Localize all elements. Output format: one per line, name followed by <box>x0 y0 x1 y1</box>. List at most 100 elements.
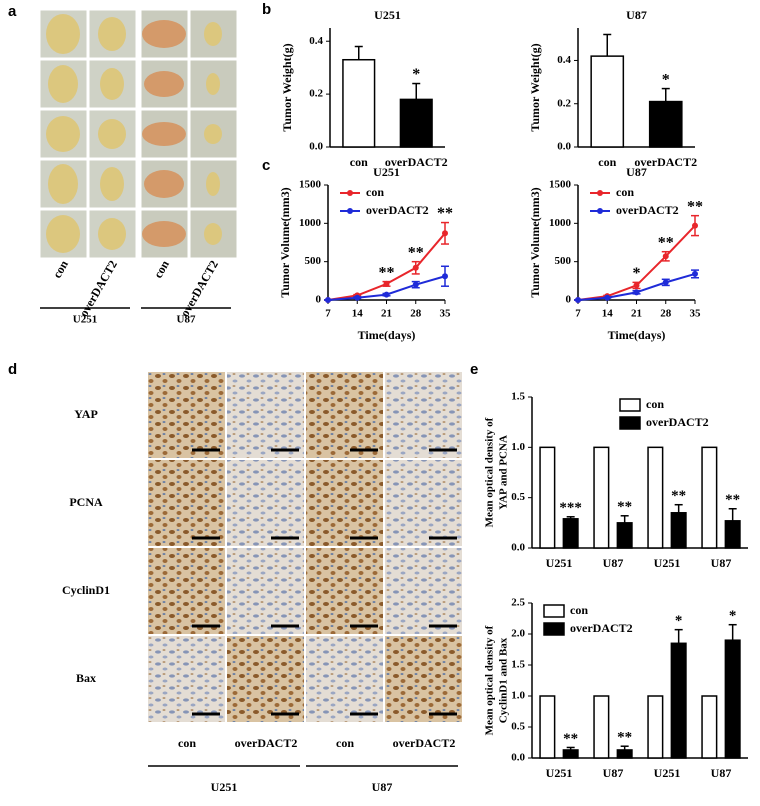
ihc-column-label: con <box>178 736 196 750</box>
ihc-image <box>306 460 383 546</box>
significance: ** <box>437 205 453 222</box>
tumor <box>100 68 124 100</box>
y-axis-label: Mean optical density of <box>484 417 496 527</box>
chart-title: U87 <box>626 8 647 22</box>
x-tick-label: 35 <box>690 308 702 320</box>
point <box>575 297 581 303</box>
photo-cell <box>189 59 238 109</box>
ihc-image <box>306 372 383 458</box>
x-tick-label: 14 <box>352 308 364 320</box>
significance: ** <box>617 499 632 515</box>
ihc-grid <box>148 372 462 722</box>
x-tick-label: con <box>598 155 616 169</box>
significance: ** <box>563 731 578 747</box>
x-tick-label: U87 <box>603 766 624 780</box>
point <box>325 297 331 303</box>
bar <box>539 695 556 759</box>
point <box>604 294 611 301</box>
legend-swatch <box>543 622 565 636</box>
x-tick-label: con <box>350 155 368 169</box>
tumor <box>46 14 80 54</box>
ihc-image <box>227 548 304 634</box>
panel-label: a <box>8 3 17 20</box>
bar <box>701 695 718 759</box>
bar <box>590 55 625 148</box>
bar <box>647 695 664 759</box>
y-axis-label: YAP and PCNA <box>498 435 510 510</box>
legend-label: overDACT2 <box>366 203 429 217</box>
x-tick-label: U87 <box>711 556 732 570</box>
y-tick-label: 0.5 <box>511 491 525 503</box>
y-tick-label: 0.4 <box>557 54 571 66</box>
bar <box>593 695 610 759</box>
y-tick-label: 0.0 <box>511 752 525 764</box>
bar <box>648 100 683 148</box>
ihc-image <box>148 460 225 546</box>
y-tick-label: 0.0 <box>557 141 571 153</box>
y-tick-label: 0.0 <box>309 141 323 153</box>
y-tick-label: 1.5 <box>511 391 525 403</box>
bar <box>647 446 664 549</box>
ihc-row-label: YAP <box>74 407 98 421</box>
ihc-group-label: U251 <box>211 780 238 794</box>
x-tick-label: U87 <box>603 556 624 570</box>
y-tick-label: 1000 <box>549 217 572 229</box>
point <box>662 253 669 260</box>
tumor <box>204 124 222 144</box>
bar <box>616 522 633 549</box>
y-axis-label: Tumor Volume(mm3) <box>528 187 542 297</box>
significance: ** <box>379 264 395 281</box>
ihc-image <box>227 636 304 722</box>
legend-label: overDACT2 <box>646 415 709 429</box>
photo-column-label: con <box>50 258 71 281</box>
bar <box>616 749 633 759</box>
significance: * <box>675 613 683 629</box>
bar <box>724 639 741 759</box>
legend-label: con <box>570 603 588 617</box>
tumor <box>98 17 126 51</box>
bar <box>399 98 433 148</box>
bar <box>670 512 687 549</box>
tumor <box>206 172 220 196</box>
tumor <box>48 164 78 204</box>
x-tick-label: 35 <box>440 308 452 320</box>
ihc-image <box>306 636 383 722</box>
bar <box>562 518 579 549</box>
y-tick-label: 2.5 <box>511 597 525 609</box>
tumor <box>100 167 124 201</box>
significance: * <box>633 265 641 282</box>
x-tick-label: 7 <box>575 308 581 320</box>
chart-title: U87 <box>626 165 647 179</box>
ihc-image <box>385 372 462 458</box>
ihc-group-label: U87 <box>372 780 393 794</box>
ihc-image <box>385 636 462 722</box>
significance: *** <box>559 500 582 516</box>
y-tick-label: 0.4 <box>309 35 323 47</box>
y-tick-label: 0 <box>566 294 572 306</box>
tumor <box>48 65 78 103</box>
point <box>383 280 390 287</box>
legend-label: con <box>646 397 664 411</box>
ihc-image <box>385 460 462 546</box>
point <box>633 282 640 289</box>
x-tick-label: U251 <box>546 556 573 570</box>
ihc-row-label: Bax <box>76 671 96 685</box>
photo-grid <box>39 9 238 259</box>
x-axis-label: Time(days) <box>608 328 666 342</box>
legend-marker <box>597 190 603 196</box>
point <box>662 279 669 286</box>
panel-label: b <box>262 1 271 18</box>
x-tick-label: 28 <box>410 308 422 320</box>
panel-label: c <box>262 157 270 174</box>
point <box>633 289 640 296</box>
tumor <box>98 218 126 250</box>
significance: * <box>729 608 737 624</box>
panel-label: e <box>470 361 478 378</box>
ihc-column-label: overDACT2 <box>393 736 456 750</box>
y-axis-label: Mean optical density of <box>484 625 496 735</box>
photo-column-label: overDACT2 <box>77 258 120 319</box>
x-tick-label: overDACT2 <box>385 155 448 169</box>
significance: * <box>412 66 420 83</box>
tumor <box>144 170 184 198</box>
